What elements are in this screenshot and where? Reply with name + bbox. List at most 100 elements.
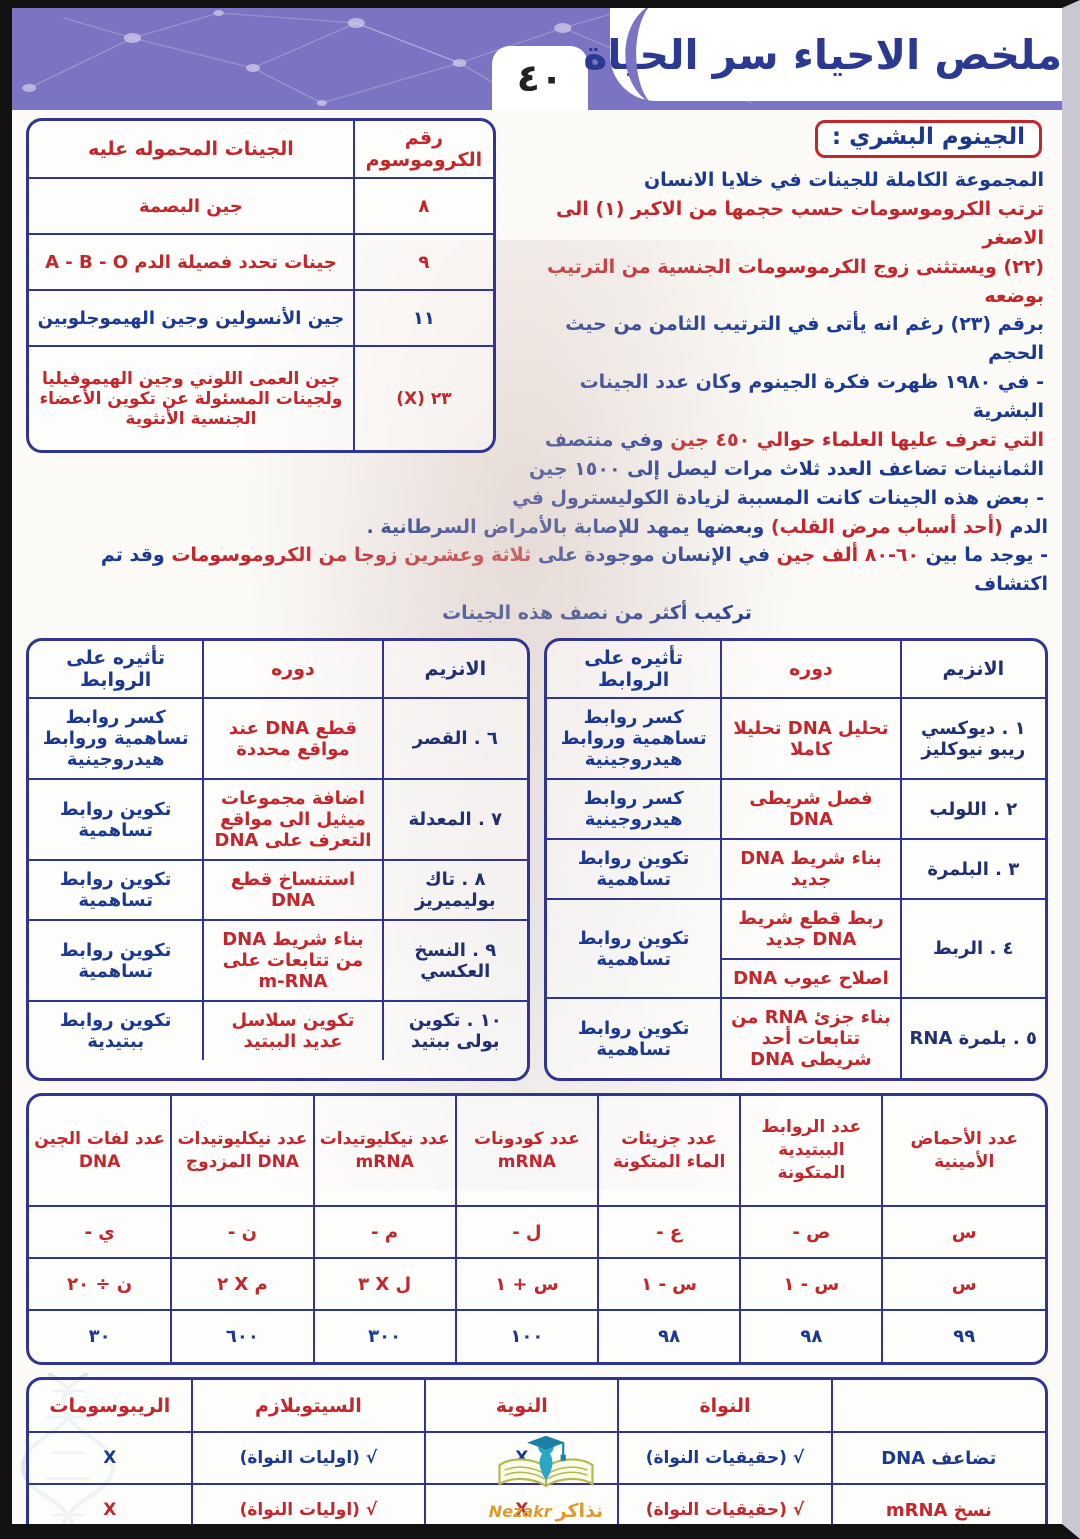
enzyme-name-cell: ٦ . القصر: [381, 697, 527, 780]
genome-line-segment: التي تعرف عليها العلماء حوالي ٤٥٠ جين: [670, 428, 1044, 451]
table-row: ٧ . المعدلة اضافة مجموعات ميثيل الى مواق…: [29, 778, 527, 861]
enzyme-name-cell: ٩ . النسخ العكسي: [381, 919, 527, 1002]
col-header-role: دوره: [202, 641, 384, 699]
symbols-row: س ص - ع - ل - م - ن - ي -: [29, 1205, 1045, 1259]
chromosome-table: رقم الكروموسوم الجينات المحموله عليه ٨ ج…: [26, 118, 496, 453]
table-row: تضاعف DNA √ (حقيقيات النواة) X √ (اوليات…: [29, 1431, 1045, 1485]
brand-logo: نذاكرNezakr: [471, 1434, 621, 1522]
col-header: عدد الروابط الببتيدية المتكونة: [739, 1096, 884, 1207]
symbol-cell: ع -: [596, 1205, 742, 1259]
ribosomes-cell: X: [29, 1483, 193, 1524]
genome-line-segment: ٦٠-٨٠ ألف جين: [776, 544, 920, 567]
table-row: ٨ جين البصمة: [29, 177, 493, 235]
value-cell: ٩٨: [739, 1309, 884, 1362]
enzymes-table-1-5: الانزيم دوره تأثيره على الروابط ١ . ديوك…: [544, 638, 1048, 1081]
symbol-cell: ص -: [739, 1205, 884, 1259]
genome-line: - بعض هذه الجينات كانت المسببة لزيادة ال…: [512, 486, 1044, 509]
genome-section: الجينوم البشري : المجموعة الكاملة للجينا…: [26, 118, 1048, 513]
enzyme-bonds-cell: تكوين روابط ببتيدية: [29, 1000, 205, 1061]
table-row: ٥ . بلمرة RNA بناء جزئ RNA من تتابعات أح…: [547, 997, 1045, 1078]
table-header-row: الانزيم دوره تأثيره على الروابط: [29, 641, 527, 699]
page-number-tab: ٤٠: [492, 46, 588, 110]
enzyme-role-cell: بناء شريط DNA جديد: [720, 838, 902, 900]
genome-line-segment: وقد تم اكتشاف: [100, 544, 1048, 596]
table-row: ١ . ديوكسي ريبو نيوكليز تحليل DNA تحليلا…: [547, 697, 1045, 780]
genome-heading: الجينوم البشري :: [814, 120, 1042, 158]
genome-line-segment: وفي منتصف: [544, 428, 664, 451]
enzyme-name-cell: ٢ . اللولب: [899, 778, 1045, 840]
col-header: عدد نيكليوتيدات DNA المزدوج: [170, 1096, 315, 1207]
enzyme-role-cell: بناء شريط DNA من تتابعات على m-RNA: [202, 919, 384, 1002]
brand-name-latin: Nezakr: [488, 1502, 552, 1521]
enzyme-bonds-cell: تكوين روابط تساهمية: [29, 778, 205, 861]
table-header-row: رقم الكروموسوم الجينات المحموله عليه: [29, 121, 493, 179]
col-header: عدد الأحماض الأمينية: [881, 1096, 1045, 1207]
enzyme-name-cell: ١٠ . تكوين بولى ببتيد: [381, 1000, 527, 1061]
table-header-row: النواة النوية السيتوبلازم الريبوسومات: [29, 1380, 1045, 1433]
genes-cell: جينات تحدد فصيلة الدم A - B - O: [29, 233, 355, 291]
genes-cell: جين العمى اللوني وجين الهيموفيليا ولجينا…: [29, 345, 355, 450]
table-row: نسخ mRNA √ (حقيقيات النواة) X √ (اوليات …: [29, 1483, 1045, 1524]
symbol-cell: ن -: [170, 1205, 315, 1259]
genome-line-segment: وبعضها يمهد للإصابة بالأمراض السرطانية .: [366, 515, 765, 538]
col-header-cytoplasm: السيتوبلازم: [190, 1380, 427, 1433]
col-header: عدد نيكليوتيدات mRNA: [312, 1096, 457, 1207]
enzymes-table-6-10: الانزيم دوره تأثيره على الروابط ٦ . القص…: [26, 638, 530, 1081]
enzyme-role-cell: اضافة مجموعات ميثيل الى مواقع التعرف على…: [202, 778, 384, 861]
genome-line: الثمانينات تضاعف العدد ثلاث مرات ليصل إل…: [529, 457, 1044, 480]
table-row: ٦ . القصر قطع DNA عند مواقع محددة كسر رو…: [29, 697, 527, 780]
formula-cell: س: [881, 1257, 1045, 1311]
table-row: اصلاح عيوب DNA: [547, 958, 1045, 999]
value-cell: ٣٠: [29, 1309, 173, 1362]
cytoplasm-cell: √ (اوليات النواة): [190, 1483, 427, 1524]
col-header-nucleolus: النوية: [424, 1380, 620, 1433]
genome-line: برقم (٢٣) رغم انه يأتى في الترتيب الثامن…: [565, 313, 1044, 365]
enzyme-bonds-cell: كسر روابط تساهمية وروابط هيدروجينية: [547, 697, 723, 780]
col-header-role: دوره: [720, 641, 902, 699]
formula-cell: ن ÷ ٢٠: [29, 1257, 173, 1311]
value-cell: ١٠٠: [454, 1309, 599, 1362]
col-header-nucleus: النواة: [617, 1380, 833, 1433]
formula-cell: س - ١: [739, 1257, 884, 1311]
enzyme-bonds-cell: كسر روابط تساهمية وروابط هيدروجينية: [29, 697, 205, 780]
enzyme-role-cell: بناء جزئ RNA من تتابعات أحد شريطى DNA: [720, 997, 902, 1078]
genome-line-segment: في الإنسان موجودة على: [537, 544, 771, 567]
chromosome-number-cell: ٩: [352, 233, 493, 291]
col-header-bonds: تأثيره على الروابط: [547, 641, 723, 699]
enzyme-name-cell: ٤ . الربط: [899, 898, 1045, 999]
value-cell: ٦٠٠: [170, 1309, 315, 1362]
formula-cell: س - ١: [596, 1257, 742, 1311]
chromosome-number-cell: ١١: [352, 289, 493, 347]
genome-line-segment: (أحد أسباب مرض القلب): [770, 515, 1003, 538]
table-row: ٩ . النسخ العكسي بناء شريط DNA من تتابعا…: [29, 919, 527, 1002]
value-cell: ٣٠٠: [312, 1309, 457, 1362]
genome-line: ترتب الكروموسومات حسب حجمها من الاكبر (١…: [555, 197, 1044, 249]
genome-line: (٢٢) ويستثنى زوج الكرموسومات الجنسية من …: [546, 255, 1044, 307]
genome-line: - في ١٩٨٠ ظهرت فكرة الجينوم وكان عدد الج…: [579, 371, 1044, 422]
genome-line: المجموعة الكاملة للجينات في خلايا الانسا…: [643, 169, 1044, 191]
table-row: ٢٣ (X) جين العمى اللوني وجين الهيموفيليا…: [29, 345, 493, 450]
col-header-bonds: تأثيره على الروابط: [29, 641, 205, 699]
genome-line-segment: - يوجد ما بين: [925, 544, 1048, 567]
symbol-cell: م -: [312, 1205, 457, 1259]
col-header-enzyme: الانزيم: [381, 641, 527, 699]
genes-cell: جين البصمة: [29, 177, 355, 235]
value-cell: ٩٩: [881, 1309, 1045, 1362]
enzyme-bonds-cell: تكوين روابط تساهمية: [29, 859, 205, 921]
enzyme-name-cell: ٧ . المعدلة: [381, 778, 527, 861]
ribosomes-cell: X: [29, 1431, 193, 1485]
col-header: عدد لفات الجين DNA: [29, 1096, 173, 1207]
chromosome-number-cell: ٨: [352, 177, 493, 235]
nucleolus-cell: X: [424, 1483, 620, 1524]
enzyme-role-cell: استنساخ قطع DNA: [202, 859, 384, 921]
formula-cell: س + ١: [454, 1257, 599, 1311]
symbol-cell: ي -: [29, 1205, 173, 1259]
brand-name-arabic: نذاكر: [555, 1500, 604, 1522]
page-number: ٤٠: [516, 56, 564, 100]
genome-text-column: الجينوم البشري : المجموعة الكاملة للجينا…: [508, 118, 1048, 513]
enzyme-bonds-cell: تكوين روابط تساهمية: [547, 898, 723, 999]
enzyme-bonds-cell: تكوين روابط تساهمية: [29, 919, 205, 1002]
col-header-chromosome-number: رقم الكروموسوم: [352, 121, 493, 179]
enzyme-bonds-cell: تكوين روابط تساهمية: [547, 838, 723, 900]
page-title: ملخص الاحياء سر الحياة: [583, 30, 1062, 79]
